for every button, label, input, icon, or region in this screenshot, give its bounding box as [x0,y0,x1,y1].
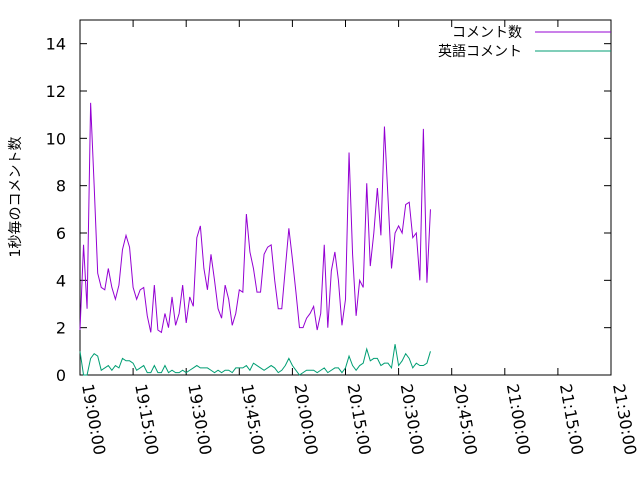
x-tick-label: 21:00:00 [503,382,534,456]
x-tick-label: 21:30:00 [609,382,640,456]
y-axis: 0 2 4 6 8 10 12 14 [46,35,611,385]
x-tick-label: 20:30:00 [397,382,428,456]
y-tick-label: 10 [46,129,66,148]
y-tick-label: 0 [56,366,66,385]
x-tick-label: 20:45:00 [450,382,481,456]
y-tick-label: 8 [56,177,66,196]
plot-frame [79,19,612,376]
series-lines [79,102,431,376]
legend-label: 英語コメント [438,43,522,60]
series-line-1 [79,102,431,334]
y-tick-label: 4 [56,271,66,290]
x-tick-label: 21:15:00 [556,382,587,456]
x-axis: 19:00:00 19:15:00 19:30:00 19:45:00 20:00:00… [78,20,640,456]
y-tick-label: 6 [56,224,66,243]
y-tick-label: 14 [46,35,66,54]
y-tick-label: 12 [46,82,66,101]
series-line-2 [79,344,431,376]
x-tick-label: 19:45:00 [237,382,268,456]
y-axis-title: 1秒毎のコメント数 [8,137,24,258]
x-tick-label: 20:00:00 [290,382,321,456]
x-tick-label: 19:30:00 [184,382,215,456]
x-tick-label: 20:15:00 [344,382,375,456]
legend-label: コメント数 [452,25,522,41]
y-tick-label: 2 [56,319,66,338]
x-tick-label: 19:15:00 [131,382,162,456]
x-tick-label: 19:00:00 [78,382,109,456]
